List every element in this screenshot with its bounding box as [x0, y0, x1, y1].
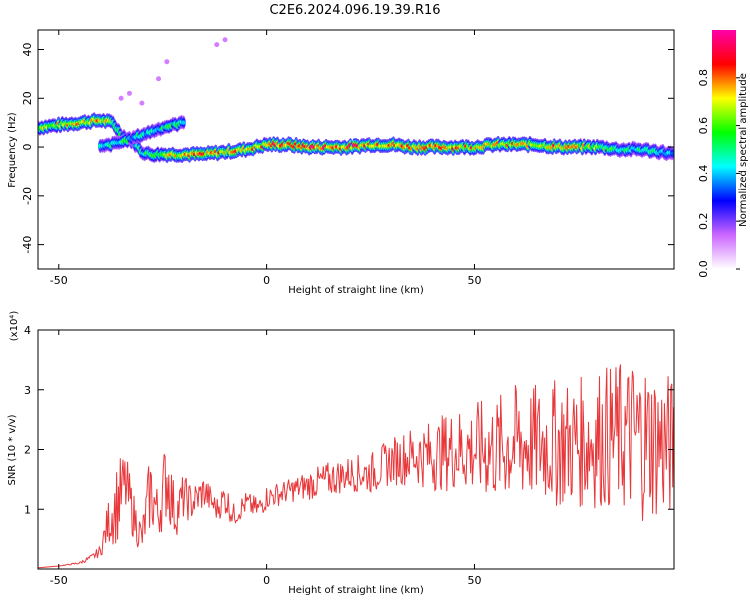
- spectrogram-heatmap: [38, 37, 674, 164]
- y-tick-label: -40: [21, 236, 34, 254]
- colorbar-tick-label: 0.6: [697, 117, 710, 135]
- y-tick-label: 4: [24, 324, 31, 337]
- y-tick-label: 2: [24, 444, 31, 457]
- x-tick-label: 50: [467, 574, 481, 587]
- spectrogram-frame: [37, 29, 675, 270]
- y-tick-label: 1: [24, 503, 31, 516]
- snr-series-line: [38, 364, 674, 569]
- colorbar-tick-label: 0.4: [697, 165, 710, 183]
- y-tick-label: 3: [24, 384, 31, 397]
- y-tick-label: -20: [21, 187, 34, 205]
- snr-ticks: -50 0 50 1 2 3 4: [24, 324, 674, 587]
- y-tick-label: 40: [21, 43, 34, 57]
- scatter-point: [118, 95, 124, 101]
- snr-line-layer: [38, 364, 674, 569]
- x-tick-label: 0: [263, 574, 270, 587]
- scatter-point: [126, 90, 132, 96]
- scatter-point: [139, 100, 145, 106]
- colorbar-label: Normalized spectral amplitude: [738, 73, 749, 227]
- colorbar: 0.0 0.2 0.4 0.6 0.8 Normalized spectral ampl…: [697, 30, 749, 278]
- scatter-point: [164, 59, 170, 65]
- spectrogram-x-label: Height of straight line (km): [288, 285, 424, 296]
- spectrogram-cells: [38, 37, 674, 164]
- x-tick-label: 50: [467, 274, 481, 287]
- colorbar-gradient: [712, 30, 736, 269]
- spectrogram-panel: -50 0 50 -40 -20 0 20 40 Height of straight lin…: [7, 29, 675, 296]
- y-tick-label: 0: [21, 144, 34, 151]
- colorbar-tick-label: 0.2: [697, 212, 710, 230]
- y-tick-label: 20: [21, 91, 34, 105]
- ridge-cell: [669, 151, 674, 155]
- page-title: C2E6.2024.096.19.39.R16: [269, 3, 440, 18]
- branch-cell: [181, 121, 186, 125]
- x-tick-label: -50: [50, 274, 68, 287]
- colorbar-tick-label: 0.0: [697, 260, 710, 278]
- snr-y-multiplier: (x10⁴): [9, 311, 20, 342]
- spectrogram-y-label: Frequency (Hz): [7, 112, 18, 188]
- colorbar-ticks: 0.0 0.2 0.4 0.6 0.8: [697, 69, 740, 278]
- x-tick-label: -50: [50, 574, 68, 587]
- scatter-point: [156, 76, 162, 82]
- snr-x-label: Height of straight line (km): [288, 585, 424, 596]
- x-tick-label: 0: [263, 274, 270, 287]
- scatter-point: [222, 37, 228, 43]
- colorbar-tick-label: 0.8: [697, 69, 710, 87]
- spectrogram-ticks: -50 0 50 -40 -20 0 20 40: [21, 30, 674, 287]
- scatter-point: [214, 42, 220, 48]
- snr-y-label: SNR (10 * v/v): [7, 414, 18, 485]
